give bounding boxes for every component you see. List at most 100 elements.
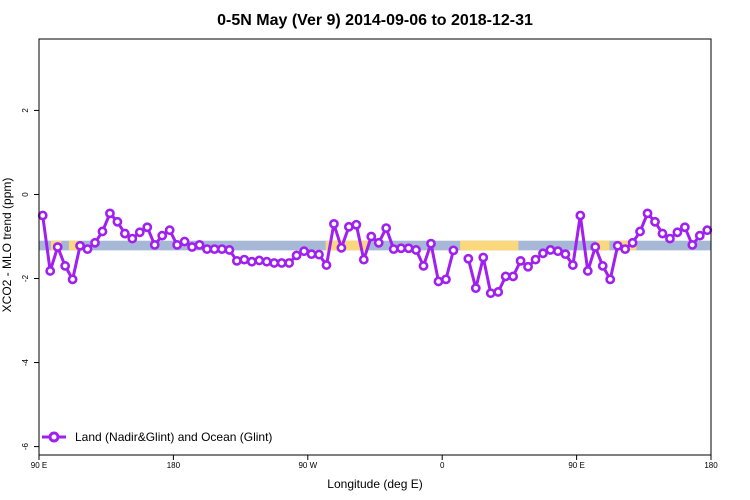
data-point [149,239,160,250]
legend: Land (Nadir&Glint) and Ocean (Glint) [42,430,272,444]
data-point [75,240,85,251]
data-point [411,245,421,255]
data-point [105,208,115,219]
chart-title: 0-5N May (Ver 9) 2014-09-06 to 2018-12-3… [217,12,533,29]
data-point [52,242,63,252]
x-tick-label: 180 [167,461,181,470]
x-axis: 90 E 180 90 W 0 90 E 180 [31,455,718,470]
data-point [202,244,212,255]
data-point [687,239,698,250]
data-point [500,271,511,282]
x-tick-label: 180 [704,461,718,470]
data-point [299,246,309,257]
data-point [381,223,392,233]
data-point [119,228,130,239]
legend-marker-swatch [48,431,60,443]
data-point [650,216,660,227]
data-point [702,225,713,236]
data-point [343,221,354,232]
data-point [418,261,429,271]
data-point [60,261,71,271]
data-point [642,208,653,219]
data-point [269,258,280,268]
data-point [679,222,690,233]
data-point [523,261,533,272]
data-point [485,288,496,299]
data-point [231,255,242,266]
data-point [538,248,548,259]
data-point [605,274,616,285]
data-point [620,244,631,255]
legend-label: Land (Nadir&Glint) and Ocean (Glint) [75,430,272,444]
data-point [366,231,377,242]
data-point [306,249,317,260]
data-point [493,287,504,297]
data-point [597,261,608,271]
data-point [590,242,601,252]
y-tick-label: -4 [21,358,30,366]
plot-area [37,208,713,299]
y-tick-label: 2 [21,108,30,113]
plot-frame [38,38,712,456]
data-point [112,216,123,227]
data-point [388,244,399,255]
data-point [224,245,235,255]
data-point [157,230,168,241]
data-point [373,237,384,248]
data-point [142,222,153,233]
data-point [530,254,541,265]
data-point [37,210,48,221]
data-point [515,255,526,266]
data-point [45,266,56,276]
data-point [470,283,481,294]
data-point [127,233,138,244]
data-point [627,237,638,248]
data-point [403,243,414,254]
land-region [325,240,368,251]
data-point [194,239,205,250]
data-point [134,227,145,238]
data-point [358,254,369,265]
data-point [582,266,593,276]
data-point [508,271,519,282]
data-point [97,226,108,237]
data-point [396,243,407,254]
data-point [217,244,227,255]
data-point [329,218,339,229]
land-region [596,240,610,251]
data-point [261,256,272,267]
data-point [82,244,93,255]
data-point [560,249,571,260]
data-point [553,246,563,257]
data-point [478,252,489,263]
data-point [612,240,623,251]
data-point [672,227,683,238]
data-point [187,242,197,252]
data-point [67,274,78,285]
data-point [321,260,332,270]
y-axis: 2 0 -2 -4 -6 [21,108,39,450]
data-point [209,244,220,255]
x-tick-label: 0 [440,461,445,470]
data-point [179,236,190,247]
data-point [545,245,556,255]
data-point [314,249,324,260]
data-point [351,219,362,230]
data-point [567,260,578,270]
data-point [463,253,474,264]
data-point [239,254,250,265]
data-point [276,258,287,268]
data-point [441,274,451,285]
data-point [433,276,444,287]
data-point [448,245,459,256]
data-point [246,256,257,267]
data-point [284,258,295,268]
data-point [90,237,100,248]
y-tick-label: 0 [21,192,30,197]
y-axis-label: XCO2 - MLO trend (ppm) [0,178,14,313]
data-point [575,210,586,221]
data-point [657,228,668,239]
data-point [164,225,175,236]
y-tick-label: -2 [21,274,30,282]
